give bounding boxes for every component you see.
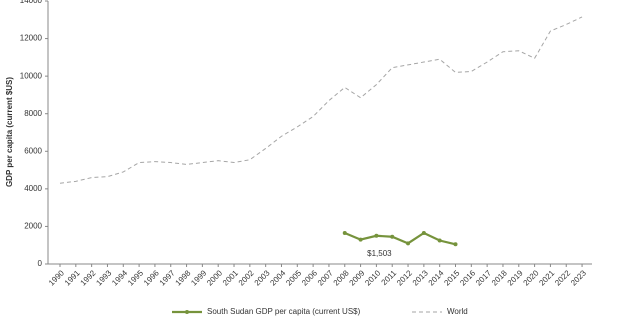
- x-tick-label: 2023: [569, 268, 588, 287]
- x-tick-label: 2003: [253, 268, 272, 287]
- y-axis-label: GDP per capita (current $US): [5, 77, 14, 187]
- marker: [421, 231, 426, 236]
- x-tick-label: 1991: [63, 268, 82, 287]
- marker: [358, 237, 363, 242]
- x-tick-label: 1992: [79, 268, 98, 287]
- x-tick-label: 2021: [537, 268, 556, 287]
- x-tick-label: 2011: [380, 268, 399, 287]
- data-label: $1,503: [367, 249, 392, 258]
- x-tick-label: 2010: [363, 268, 382, 287]
- x-tick-label: 2006: [300, 268, 319, 287]
- marker: [374, 233, 379, 238]
- marker: [437, 238, 442, 243]
- series-line: [59, 16, 583, 184]
- marker: [453, 242, 458, 247]
- series-line: [344, 231, 456, 246]
- y-tick-label: 0: [38, 259, 43, 268]
- legend-label: South Sudan GDP per capita (current US$): [207, 307, 361, 316]
- x-tick-label: 2005: [284, 268, 303, 287]
- x-tick-label: 2013: [411, 268, 430, 287]
- x-tick-label: 1996: [142, 268, 161, 287]
- x-tick-label: 2012: [395, 268, 414, 287]
- x-tick-label: 2016: [458, 268, 477, 287]
- y-tick-label: 10000: [20, 71, 43, 80]
- x-tick-label: 1993: [94, 268, 113, 287]
- x-tick-label: 1994: [110, 268, 129, 287]
- x-tick-label: 2001: [221, 268, 240, 287]
- y-tick-label: 6000: [24, 146, 42, 155]
- x-tick-label: 2007: [316, 268, 335, 287]
- marker: [342, 231, 347, 236]
- x-tick-label: 2019: [506, 268, 525, 287]
- x-tick-label: 2022: [553, 268, 572, 287]
- x-tick-label: 1995: [126, 268, 145, 287]
- x-tick-label: 2000: [205, 268, 224, 287]
- y-tick-label: 14000: [20, 0, 43, 5]
- y-tick-label: 2000: [24, 222, 42, 231]
- x-tick-label: 2014: [427, 268, 446, 287]
- legend-label: World: [447, 307, 468, 316]
- x-tick-label: 1997: [158, 268, 177, 287]
- x-tick-label: 2008: [332, 268, 351, 287]
- x-tick-label: 2018: [490, 268, 509, 287]
- x-tick-label: 2020: [522, 268, 541, 287]
- marker: [406, 241, 411, 246]
- x-tick-label: 2009: [348, 268, 367, 287]
- y-tick-label: 12000: [20, 34, 43, 43]
- legend-marker: [185, 310, 189, 314]
- x-tick-label: 1999: [189, 268, 208, 287]
- x-tick-label: 2015: [442, 268, 461, 287]
- y-tick-label: 4000: [24, 184, 42, 193]
- marker: [390, 234, 395, 239]
- y-tick-label: 8000: [24, 109, 42, 118]
- x-tick-label: 2004: [268, 268, 287, 287]
- x-tick-label: 1990: [47, 268, 66, 287]
- x-tick-label: 2017: [474, 268, 493, 287]
- x-tick-label: 1998: [174, 268, 193, 287]
- x-tick-label: 2002: [237, 268, 256, 287]
